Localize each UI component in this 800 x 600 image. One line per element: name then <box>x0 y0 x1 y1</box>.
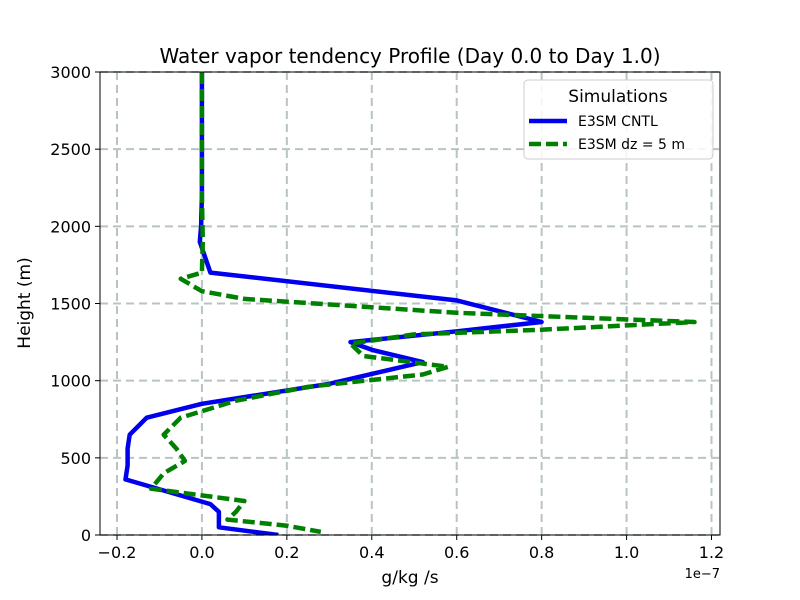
y-tick-label: 1000 <box>50 372 91 391</box>
y-tick-label: 2500 <box>50 140 91 159</box>
tick-layer: −0.2 0.0 0.2 0.4 0.6 0.8 1.0 1.2 0 500 1000 1500 200… <box>50 63 724 562</box>
series-layer <box>123 72 697 535</box>
x-tick-label: 1.0 <box>614 543 639 562</box>
y-tick-label: 500 <box>60 449 91 468</box>
legend-title: Simulations <box>568 87 668 107</box>
x-tick-label: 0.2 <box>274 543 299 562</box>
legend-box <box>523 79 714 160</box>
x-tick-label: 0.4 <box>359 543 384 562</box>
legend-label-e3sm-cntl: E3SM CNTL <box>578 114 658 130</box>
y-tick-label: 1500 <box>50 295 91 314</box>
y-tick-label: 3000 <box>50 63 91 82</box>
y-axis-label: Height (m) <box>15 257 35 348</box>
x-tick-label: 1.2 <box>699 543 724 562</box>
chart-title: Water vapor tendency Profile (Day 0.0 to… <box>159 44 660 68</box>
x-tick-label: −0.2 <box>98 543 137 562</box>
legend: Simulations E3SM CNTL E3SM dz = 5 m <box>523 79 714 160</box>
x-tick-label: 0.0 <box>189 543 214 562</box>
x-axis-label: g/kg /s <box>381 568 438 588</box>
x-tick-label: 0.6 <box>444 543 469 562</box>
x-axis-offset-label: 1e−7 <box>685 567 720 582</box>
legend-label-e3sm-dz-5m: E3SM dz = 5 m <box>578 137 685 153</box>
y-tick-label: 2000 <box>50 217 91 236</box>
series-line-e3sm-dz-5m <box>148 72 697 535</box>
x-tick-label: 0.8 <box>529 543 554 562</box>
y-tick-label: 0 <box>81 526 91 545</box>
